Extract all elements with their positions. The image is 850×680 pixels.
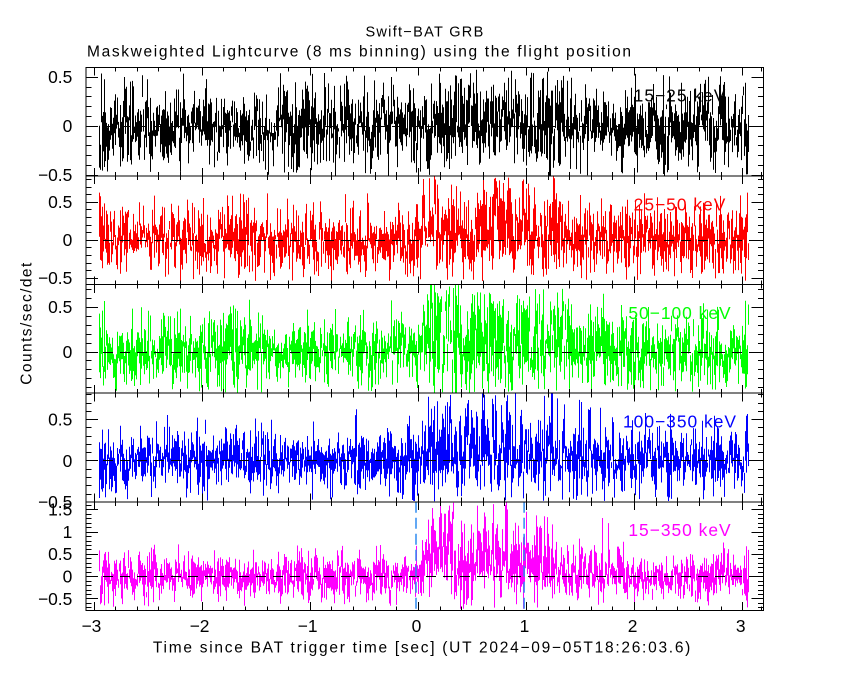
svg-text:−1: −1	[298, 616, 318, 636]
svg-text:−0.5: −0.5	[38, 589, 72, 609]
svg-text:Time since BAT trigger time [s: Time since BAT trigger time [sec] (UT 20…	[153, 640, 692, 657]
svg-text:1: 1	[520, 616, 530, 636]
svg-text:0.5: 0.5	[48, 544, 72, 564]
svg-text:1: 1	[63, 522, 73, 542]
svg-text:0: 0	[63, 567, 73, 587]
svg-text:0.5: 0.5	[48, 410, 72, 430]
svg-text:0: 0	[412, 616, 422, 636]
svg-text:0.5: 0.5	[48, 192, 72, 212]
svg-text:−2: −2	[190, 616, 210, 636]
svg-text:1.5: 1.5	[48, 500, 72, 520]
svg-text:Counts/sec/det: Counts/sec/det	[19, 261, 36, 384]
svg-text:50−100 keV: 50−100 keV	[628, 303, 731, 323]
svg-text:−0.5: −0.5	[38, 165, 72, 185]
svg-text:3: 3	[736, 616, 746, 636]
svg-text:0: 0	[63, 451, 73, 471]
svg-text:Maskweighted Lightcurve (8 ms: Maskweighted Lightcurve (8 ms binning) u…	[87, 44, 633, 61]
svg-text:0: 0	[63, 230, 73, 250]
svg-text:0: 0	[63, 342, 73, 362]
svg-text:15−350 keV: 15−350 keV	[628, 520, 731, 540]
svg-text:−3: −3	[81, 616, 101, 636]
svg-text:25−50 keV: 25−50 keV	[634, 194, 727, 214]
svg-text:0: 0	[63, 116, 73, 136]
svg-text:−0.5: −0.5	[38, 268, 72, 288]
svg-text:−0.5: −0.5	[38, 492, 72, 512]
svg-text:Swift−BAT GRB: Swift−BAT GRB	[365, 25, 484, 41]
svg-text:2: 2	[628, 616, 638, 636]
svg-text:100−350 keV: 100−350 keV	[623, 412, 737, 432]
svg-text:15−25 keV: 15−25 keV	[634, 86, 727, 106]
svg-text:0.5: 0.5	[48, 67, 72, 87]
svg-text:0.5: 0.5	[48, 297, 72, 317]
